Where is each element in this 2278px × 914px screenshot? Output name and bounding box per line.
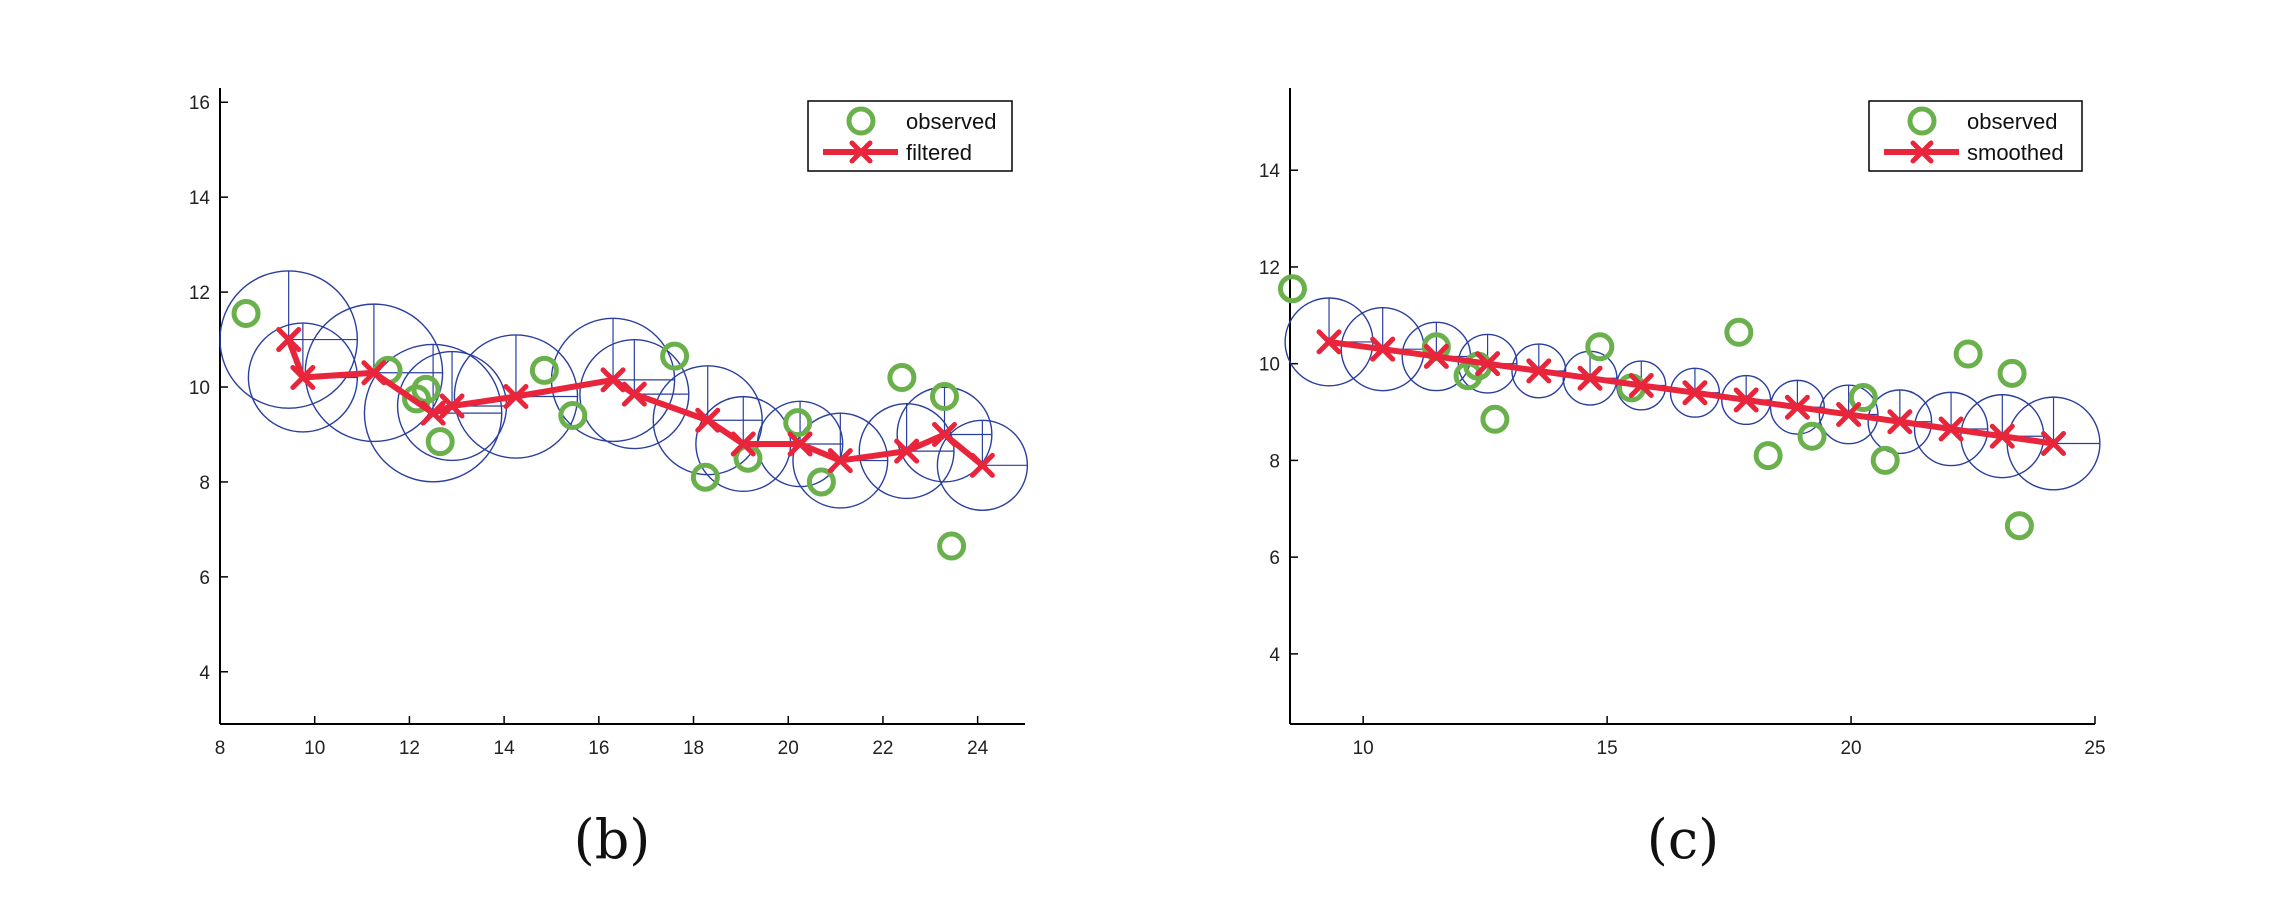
estimate-marker (1836, 401, 1862, 427)
x-tick-label: 10 (304, 738, 325, 759)
estimate-marker (1989, 423, 2015, 449)
estimate-marker (827, 448, 853, 474)
observed-point (887, 363, 917, 393)
estimate-marker (439, 393, 465, 419)
panel-caption: (c) (1647, 808, 1719, 871)
y-tick-label: 12 (1259, 258, 1280, 279)
y-tick-label: 12 (189, 283, 210, 304)
legend-observed-marker (846, 106, 876, 136)
x-tick-label: 20 (1840, 738, 1861, 759)
y-tick-label: 14 (1259, 161, 1281, 182)
estimate-marker (2041, 430, 2067, 456)
y-tick-label: 8 (1269, 451, 1280, 472)
legend-line-label: smoothed (1967, 140, 2064, 165)
estimate-marker (1475, 351, 1501, 377)
observed-point (425, 427, 455, 457)
x-tick-label: 16 (588, 738, 609, 759)
legend-observed-label: observed (906, 109, 997, 134)
legend-observed-marker (1907, 106, 1937, 136)
estimate-marker (1887, 409, 1913, 435)
legend-observed-label: observed (1967, 109, 2058, 134)
x-tick-label: 18 (683, 738, 704, 759)
observed-point (1997, 358, 2027, 388)
estimate-marker (290, 365, 316, 391)
observed-point (1277, 274, 1307, 304)
observed-point (2004, 511, 2034, 541)
y-tick-label: 10 (1259, 355, 1280, 376)
estimate-marker (621, 381, 647, 407)
estimate-marker (1784, 394, 1810, 420)
observed-point (660, 341, 690, 371)
y-tick-label: 4 (199, 663, 210, 684)
legend-line-marker (849, 140, 873, 164)
observed-point (558, 400, 588, 430)
x-tick-label: 20 (778, 738, 799, 759)
observed-point (411, 374, 441, 404)
observed-point (1480, 404, 1510, 434)
estimate-marker (1316, 329, 1342, 355)
observed-point (690, 462, 720, 492)
x-tick-label: 14 (494, 738, 516, 759)
estimate-marker (1370, 336, 1396, 362)
y-tick-label: 14 (189, 188, 211, 209)
estimate-marker (1682, 380, 1708, 406)
estimate-marker (932, 421, 957, 447)
x-tick-label: 25 (2084, 738, 2105, 759)
y-tick-label: 6 (1269, 548, 1280, 569)
legend-box (1868, 100, 2083, 172)
observed-point (1797, 421, 1827, 451)
observed-point (1585, 332, 1615, 362)
estimate-marker (276, 327, 302, 353)
estimate-marker (1423, 343, 1449, 369)
observed-point (937, 531, 967, 561)
observed-point (1753, 441, 1783, 471)
observed-point (529, 355, 559, 385)
observed-point (1953, 339, 1983, 369)
observed-point (930, 382, 959, 412)
x-tick-label: 8 (215, 738, 226, 759)
estimate-marker (1733, 387, 1759, 413)
x-tick-label: 15 (1597, 738, 1618, 759)
estimate-marker (361, 360, 387, 386)
estimate-marker (730, 431, 756, 457)
panel-b: 8 10 12 14 16 18 20 22 24 4 6 8 10 12 14 16 observed filt… (189, 88, 1029, 871)
estimate-marker (1577, 365, 1603, 391)
legend-line-label: filtered (906, 140, 972, 165)
x-tick-label: 10 (1353, 738, 1374, 759)
legend-box (807, 100, 1013, 172)
observed-point (1870, 445, 1900, 475)
y-tick-label: 6 (199, 568, 210, 589)
y-tick-label: 10 (189, 378, 210, 399)
observed-point (1848, 383, 1878, 413)
y-tick-label: 8 (199, 473, 210, 494)
estimate-marker (1938, 416, 1964, 442)
observed-point (1724, 317, 1754, 347)
observed-point (231, 298, 261, 328)
estimate-marker (1628, 372, 1654, 398)
x-tick-label: 24 (967, 738, 989, 759)
observed-point (806, 467, 836, 497)
estimate-marker (503, 384, 529, 410)
observed-point (783, 408, 813, 438)
x-tick-label: 22 (872, 738, 893, 759)
estimate-marker (420, 400, 446, 426)
panel-caption: (b) (574, 808, 651, 871)
y-tick-label: 4 (1269, 645, 1280, 666)
estimate-marker (1526, 358, 1552, 384)
y-tick-label: 16 (189, 93, 210, 114)
legend-line-marker (1910, 140, 1934, 164)
panel-c: 10 15 20 25 4 6 8 10 12 14 observed smoothed (c) (1259, 88, 2106, 871)
estimate-marker (695, 407, 721, 433)
estimate-marker (600, 367, 626, 393)
estimate-marker (787, 431, 813, 457)
estimate-marker (894, 438, 920, 464)
estimate-marker (969, 452, 995, 478)
x-tick-label: 12 (399, 738, 420, 759)
